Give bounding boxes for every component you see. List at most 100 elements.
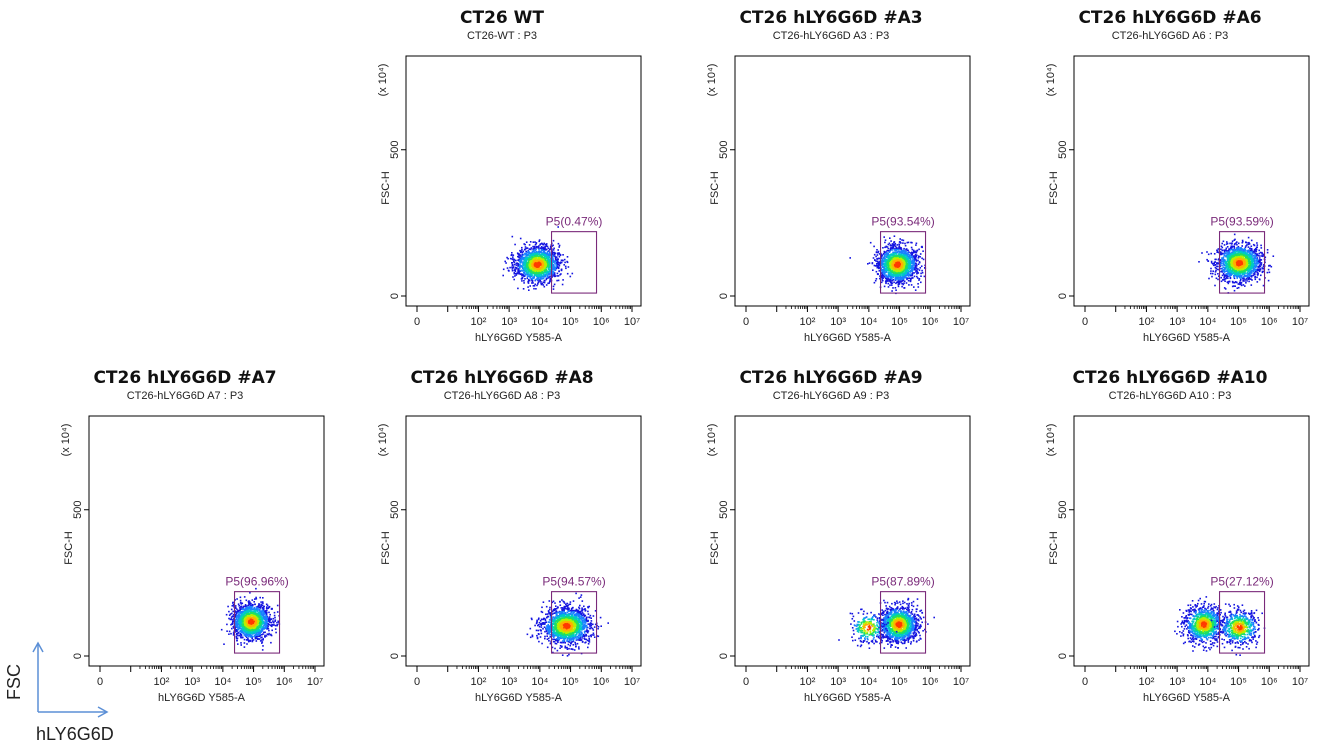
event-point <box>1220 267 1222 270</box>
event-point <box>1222 252 1224 255</box>
event-point <box>1229 276 1232 279</box>
event-point <box>1210 262 1213 264</box>
event-point <box>1243 255 1246 257</box>
event-point <box>887 260 890 263</box>
event-point <box>1262 265 1265 268</box>
event-point <box>1228 260 1231 263</box>
event-point <box>909 255 911 257</box>
event-point <box>558 270 560 272</box>
event-point <box>524 246 527 248</box>
event-point <box>876 262 878 265</box>
event-point <box>920 281 922 284</box>
event-point <box>908 284 910 286</box>
event-point <box>529 256 532 259</box>
event-point <box>516 272 518 275</box>
event-point <box>515 264 518 266</box>
event-point <box>900 255 902 258</box>
event-point <box>920 265 923 267</box>
x-tick-label-1e7: 10⁷ <box>953 316 969 328</box>
event-point <box>875 260 877 262</box>
event-point <box>1242 284 1245 286</box>
event-point <box>1266 251 1269 254</box>
event-point <box>1245 268 1247 271</box>
event-point <box>906 272 908 275</box>
event-point <box>892 287 894 289</box>
event-point <box>1247 246 1250 248</box>
event-point <box>916 272 918 275</box>
y-multiplier-label: (x 10⁴) <box>377 64 389 97</box>
event-point <box>554 269 556 271</box>
event-point <box>912 269 914 271</box>
event-point <box>911 241 913 244</box>
event-point <box>881 264 883 267</box>
event-point <box>549 245 552 248</box>
event-point <box>918 248 920 251</box>
gate-label: P5(93.54%) <box>871 215 934 229</box>
event-point <box>887 247 890 250</box>
event-point <box>528 289 530 291</box>
panel-a3: CT26 hLY6G6D #A3 CT26-hLY6G6D A3 : P3 (x 1… <box>681 8 981 353</box>
event-point <box>513 260 515 262</box>
event-point <box>1229 267 1232 270</box>
event-point <box>904 251 906 253</box>
event-point <box>528 254 530 257</box>
event-point <box>903 280 906 283</box>
event-point <box>552 253 554 256</box>
event-point <box>1235 271 1238 274</box>
event-point <box>897 274 899 276</box>
event-point <box>877 250 880 253</box>
event-point <box>885 263 888 266</box>
event-point <box>557 258 559 261</box>
event-point <box>908 255 910 258</box>
event-point <box>531 273 533 275</box>
event-point <box>528 248 531 251</box>
event-point <box>892 245 895 248</box>
event-point <box>537 246 539 248</box>
event-point <box>534 246 536 248</box>
event-point <box>527 282 530 284</box>
event-point <box>913 255 915 257</box>
event-point <box>558 252 560 254</box>
event-point <box>535 246 538 249</box>
event-point <box>884 271 887 274</box>
event-point <box>912 258 914 260</box>
event-point <box>520 255 523 258</box>
event-point <box>867 263 869 265</box>
event-point <box>1267 279 1270 282</box>
event-point <box>1241 274 1243 277</box>
event-point <box>559 261 562 264</box>
event-point <box>1207 253 1210 256</box>
event-point <box>537 253 539 256</box>
event-point <box>889 275 891 278</box>
event-point <box>901 282 903 285</box>
event-point <box>1232 245 1234 248</box>
event-point <box>537 265 539 268</box>
event-point <box>517 259 519 261</box>
event-point <box>900 271 903 274</box>
event-point <box>1268 271 1271 274</box>
event-point <box>899 278 901 281</box>
event-point <box>1239 255 1242 258</box>
event-point <box>895 265 898 267</box>
event-point <box>1229 247 1232 249</box>
event-point <box>1243 256 1245 258</box>
event-point <box>1227 265 1230 267</box>
event-point <box>915 264 918 266</box>
event-point <box>1236 247 1238 250</box>
event-point <box>552 239 555 242</box>
event-point <box>1220 262 1223 265</box>
event-point <box>525 258 528 260</box>
event-point <box>898 265 901 267</box>
event-point <box>1222 268 1224 271</box>
event-point <box>1223 255 1226 257</box>
panel-title: CT26 WT <box>460 8 544 28</box>
event-point <box>881 269 884 271</box>
event-point <box>555 263 557 266</box>
event-point <box>882 277 884 279</box>
event-point <box>548 262 551 265</box>
event-point <box>545 277 548 280</box>
event-point <box>1249 272 1252 274</box>
event-point <box>1259 255 1261 257</box>
event-point <box>524 272 526 274</box>
event-point <box>521 251 524 254</box>
